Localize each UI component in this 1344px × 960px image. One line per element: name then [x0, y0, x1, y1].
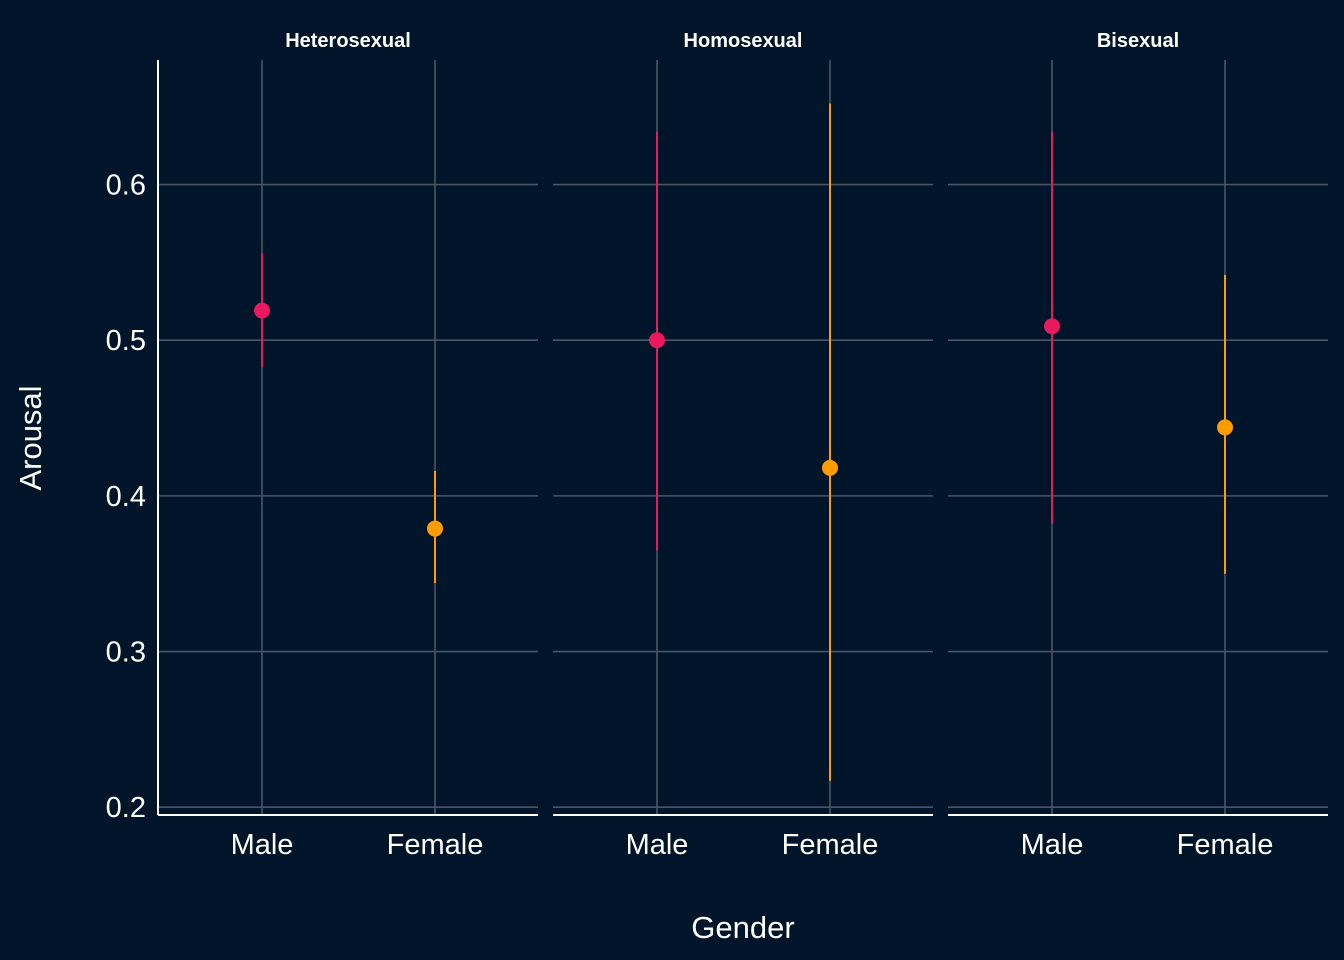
data-point [254, 302, 270, 319]
y-tick-label: 0.4 [106, 481, 146, 513]
data-point [649, 332, 665, 349]
data-point [1044, 318, 1060, 335]
data-point [822, 459, 838, 476]
axes [157, 60, 1328, 816]
y-tick-label: 0.3 [106, 637, 146, 669]
data-point [427, 520, 443, 537]
x-tick-label: Female [1177, 829, 1274, 861]
y-tick-label: 0.5 [106, 325, 146, 357]
data-point [1217, 419, 1233, 436]
facet-label: Homosexual [684, 30, 803, 52]
facet-label: Bisexual [1097, 30, 1179, 52]
y-tick-label: 0.6 [106, 170, 146, 202]
facet-label: Heterosexual [285, 30, 411, 52]
y-axis-title: Arousal [13, 385, 48, 490]
x-tick-label: Male [626, 829, 689, 861]
x-tick-label: Male [1021, 829, 1084, 861]
x-tick-label: Male [231, 829, 294, 861]
x-tick-label: Female [387, 829, 484, 861]
gridlines [158, 60, 1328, 815]
labels: 0.2 0.3 0.4 0.5 0.6 Male Female Heterosexual Mal… [106, 30, 1274, 861]
x-tick-label: Female [782, 829, 879, 861]
x-axis-title: Gender [691, 910, 794, 945]
data-marks [254, 103, 1233, 781]
y-tick-label: 0.2 [106, 792, 146, 824]
